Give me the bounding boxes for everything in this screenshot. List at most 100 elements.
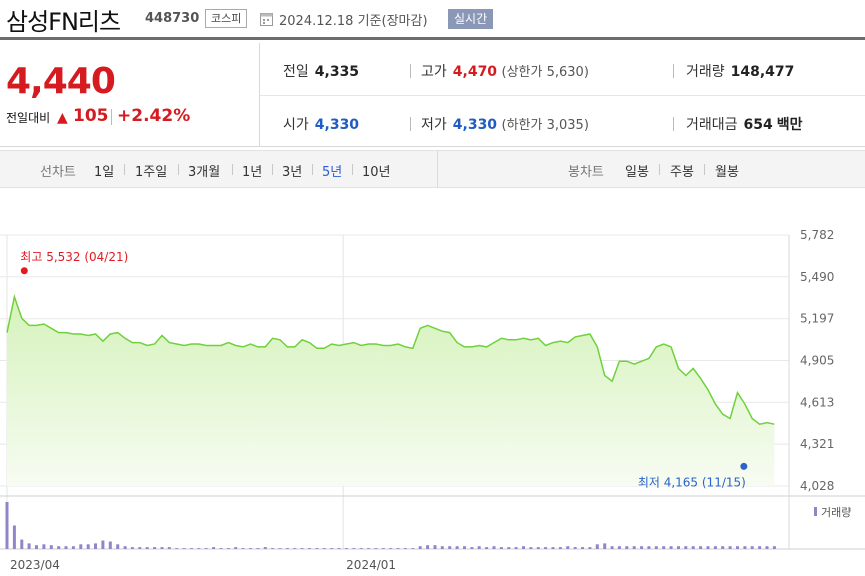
volume-bar (411, 548, 415, 549)
volume-bar (581, 547, 584, 549)
volume-bar (455, 546, 459, 549)
volume-bar (765, 546, 769, 549)
divider (659, 164, 660, 175)
volume-bar (647, 546, 651, 549)
price-chart[interactable]: 5,782 5,490 5,197 4,905 4,613 4,321 4,028 최고 5… (0, 188, 865, 576)
volume-bar (64, 546, 68, 549)
x-axis-labels: 2023/04 2024/01 (10, 558, 396, 572)
period-1w[interactable]: 1주일 (135, 165, 168, 180)
divider (410, 64, 411, 78)
volume-bar (293, 548, 297, 549)
volume-bar (485, 547, 489, 549)
divider (111, 109, 112, 125)
volume-bar (359, 548, 363, 549)
period-1d[interactable]: 1일 (94, 165, 115, 180)
volume-bar (381, 548, 385, 549)
period-5y[interactable]: 5년 (322, 165, 343, 180)
volume-bar (108, 541, 112, 549)
volume-bar (426, 545, 430, 549)
volume-bar (12, 525, 16, 549)
volume-bar (514, 547, 518, 549)
realtime-button[interactable]: 실시간 (448, 9, 494, 29)
current-price: 4,440 (6, 61, 116, 102)
volume-bar (337, 548, 341, 549)
y-tick-label-4: 4,613 (800, 395, 834, 409)
volume-bar (558, 547, 562, 549)
volume-bar (758, 546, 762, 549)
period-1y[interactable]: 1년 (242, 165, 263, 180)
change-label: 전일대비 (6, 111, 51, 125)
y-axis-labels: 5,782 5,490 5,197 4,905 4,613 4,321 4,028 (800, 228, 834, 493)
volume-bar (470, 547, 474, 549)
divider (312, 164, 313, 175)
volume-bar (130, 547, 134, 549)
chart-annotations: 최고 5,532 (04/21) 최저 4,165 (11/15) (20, 250, 748, 489)
low-price: 저가 4,330 (하한가 3,035) (421, 117, 589, 133)
volume-legend-swatch (814, 507, 817, 516)
volume-bar (617, 546, 621, 549)
volume-bar (249, 548, 252, 549)
volume-bar (263, 547, 267, 549)
stock-header: 삼성FN리츠 448730 코스피 2024.12.18 기준(장마감) 실시간 (0, 0, 865, 40)
min-marker (740, 462, 748, 470)
prev-close: 전일 4,335 (283, 64, 360, 80)
volume-bar (271, 548, 275, 549)
volume-bar (418, 546, 422, 549)
trade-amount: 거래대금 654 백만 (686, 117, 803, 133)
calendar-icon (260, 13, 273, 26)
volume-bar (123, 546, 127, 549)
volume-bar (226, 548, 230, 549)
volume-bar (138, 547, 142, 549)
volume-bar (684, 546, 688, 549)
volume-bar (463, 546, 466, 549)
period-3m[interactable]: 3개월 (188, 165, 221, 180)
candle-monthly[interactable]: 월봉 (715, 165, 739, 180)
volume-bar (736, 546, 739, 549)
volume-bar (101, 540, 105, 549)
volume-bar (499, 547, 503, 549)
divider (232, 164, 233, 175)
volume-legend-label: 거래량 (821, 506, 851, 519)
volume-bar (691, 546, 695, 549)
line-chart-title: 선차트 (40, 165, 76, 180)
volume-bar (116, 544, 120, 549)
volume-bar (190, 548, 193, 549)
divider (178, 164, 179, 175)
volume-bar (536, 547, 540, 549)
candle-daily[interactable]: 일봉 (625, 165, 649, 180)
up-arrow-icon: ▲ (57, 110, 68, 126)
divider (259, 43, 260, 147)
volume-bar (352, 548, 356, 549)
volume-bar (241, 548, 245, 549)
volume-bar (750, 546, 754, 549)
volume-bar (433, 545, 437, 549)
stock-code: 448730 (145, 11, 200, 26)
volume-bar (175, 548, 179, 549)
volume-bar (367, 548, 371, 549)
volume-bar (396, 548, 400, 549)
min-label: 최저 4,165 (11/15) (638, 475, 746, 489)
y-tick-label-0: 5,782 (800, 228, 834, 242)
volume-bar (145, 547, 149, 549)
volume-bar (389, 548, 393, 549)
volume-bar (403, 548, 407, 549)
volume-bar (603, 543, 607, 549)
period-10y[interactable]: 10년 (362, 165, 391, 180)
period-3y[interactable]: 3년 (282, 165, 303, 180)
volume-bar (285, 548, 289, 549)
volume-bar (595, 544, 599, 549)
x-tick-label-0: 2023/04 (10, 558, 60, 572)
volume-bar (94, 543, 97, 549)
volume-bar (632, 546, 636, 549)
volume-bar (330, 548, 334, 549)
volume-bar (197, 548, 201, 549)
volume-bar (772, 546, 776, 549)
volume-bar (308, 548, 311, 549)
price-line (6, 293, 775, 426)
volume-bar (743, 546, 747, 549)
candle-weekly[interactable]: 주봉 (670, 165, 694, 180)
price-change-percent: +2.42% (117, 106, 191, 126)
trade-volume: 거래량 148,477 (686, 64, 795, 80)
volume-bar (300, 548, 304, 549)
volume-bar (344, 548, 348, 549)
